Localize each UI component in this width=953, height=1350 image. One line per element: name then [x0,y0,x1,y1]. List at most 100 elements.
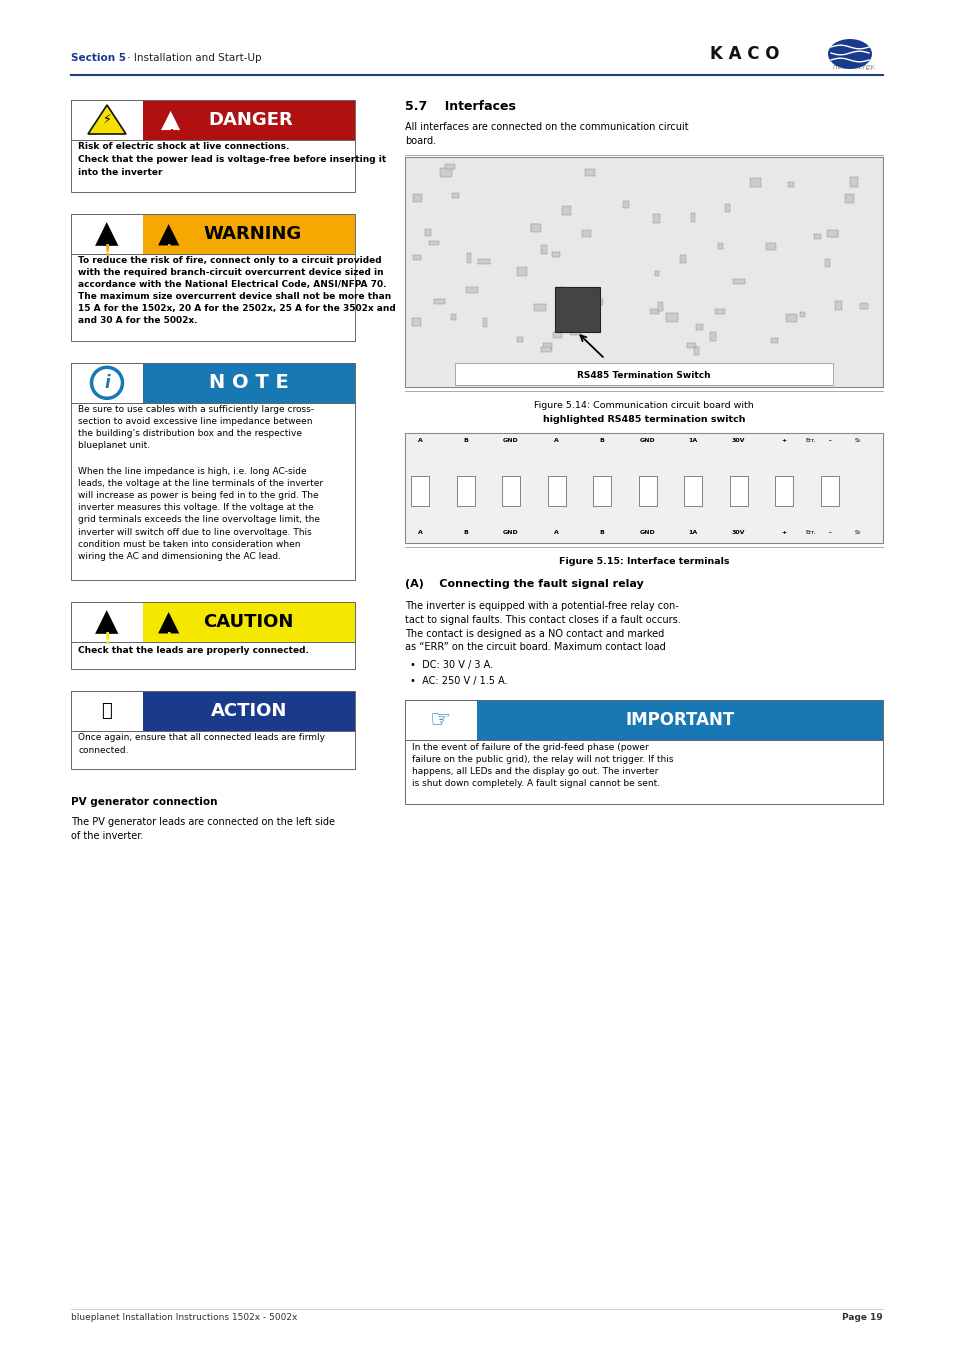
Bar [517,267,527,275]
Bar [799,312,804,317]
Text: ▲: ▲ [95,608,118,636]
Text: wiring the AC and dimensioning the AC lead.: wiring the AC and dimensioning the AC le… [78,552,281,562]
Text: ▲: ▲ [161,108,180,132]
Bar [452,193,458,198]
Text: B: B [599,531,604,536]
Bar [405,157,882,387]
Text: (A)    Connecting the fault signal relay: (A) Connecting the fault signal relay [405,579,643,589]
Text: ACTION: ACTION [211,702,287,720]
Bar [534,304,545,310]
Bar [555,288,599,332]
Text: The maximum size overcurrent device shall not be more than: The maximum size overcurrent device shal… [78,292,391,301]
Bar [654,271,659,275]
Bar [770,339,777,343]
Text: section to avoid excessive line impedance between: section to avoid excessive line impedanc… [78,417,313,427]
Text: condition must be taken into consideration when: condition must be taken into considerati… [78,540,300,549]
Text: 🔧: 🔧 [102,702,112,720]
Text: !: ! [166,630,172,645]
Text: is shut down completely. A fault signal cannot be sent.: is shut down completely. A fault signal … [412,779,659,788]
Text: ⚡: ⚡ [103,112,112,126]
Text: To reduce the risk of fire, connect only to a circuit provided: To reduce the risk of fire, connect only… [78,256,381,265]
Text: S₀: S₀ [854,531,861,536]
Bar [71,602,143,641]
Bar [860,304,867,309]
Bar [569,327,580,335]
Bar [71,100,143,140]
Bar [723,204,730,212]
Text: S₀: S₀ [854,439,861,444]
Bar [143,100,355,140]
Bar [785,315,797,321]
Text: The contact is designed as a NO contact and marked: The contact is designed as a NO contact … [405,629,663,639]
Polygon shape [88,105,126,134]
Text: B: B [462,531,468,536]
Bar [143,602,355,641]
Text: B: B [599,439,604,444]
Bar [466,288,477,293]
Bar [765,243,776,250]
Text: failure on the public grid), the relay will not trigger. If this: failure on the public grid), the relay w… [412,755,673,764]
Text: Check that the power lead is voltage-free before inserting it: Check that the power lead is voltage-fre… [78,155,386,163]
Bar [451,313,456,320]
Text: WARNING: WARNING [203,225,301,243]
Text: !: ! [103,244,111,259]
Bar [71,602,355,641]
Bar [476,701,882,740]
Bar [552,332,561,339]
Text: inverter will switch off due to line overvoltage. This: inverter will switch off due to line ove… [78,528,312,536]
Text: 1A: 1A [688,531,697,536]
Text: with the required branch-circuit overcurrent device sized in: with the required branch-circuit overcur… [78,269,383,277]
Text: +: + [781,531,786,536]
Bar [517,338,523,343]
Bar [591,300,602,305]
Text: -: - [827,531,830,536]
Text: 30V: 30V [731,531,744,536]
Text: When the line impedance is high, i.e. long AC-side: When the line impedance is high, i.e. lo… [78,467,306,475]
Text: Check that the leads are properly connected.: Check that the leads are properly connec… [78,647,309,655]
Text: !: ! [168,128,173,140]
Bar [623,201,628,208]
Text: blueplanet unit.: blueplanet unit. [78,441,150,451]
Bar [561,207,571,215]
Bar [787,182,794,186]
Bar [405,433,882,543]
Bar [412,193,422,202]
Text: ▲: ▲ [95,220,118,248]
Text: highlighted RS485 termination switch: highlighted RS485 termination switch [542,414,744,424]
Bar [749,178,760,186]
Bar [71,641,355,668]
Bar [455,363,832,385]
Bar [824,259,829,267]
Text: In the event of failure of the grid-feed phase (power: In the event of failure of the grid-feed… [412,743,648,752]
Bar [638,477,656,506]
Bar [658,301,662,310]
Text: +: + [781,439,786,444]
Text: N O T E: N O T E [209,374,289,393]
Bar [434,298,445,304]
Bar [413,255,420,261]
Bar [412,319,420,327]
Bar [543,343,552,350]
Text: connected.: connected. [78,745,129,755]
Bar [733,278,744,283]
Bar [411,477,429,506]
Text: · Installation and Start-Up: · Installation and Start-Up [124,53,261,63]
Bar [467,254,471,263]
Bar [71,402,355,579]
Bar [501,477,519,506]
Text: Once again, ensure that all connected leads are firmly: Once again, ensure that all connected le… [78,733,325,743]
Text: PV generator connection: PV generator connection [71,796,217,807]
Bar [652,213,659,224]
Bar [649,309,659,315]
Bar [71,363,143,402]
Text: will increase as power is being fed in to the grid. The: will increase as power is being fed in t… [78,491,318,500]
Text: A: A [554,531,558,536]
Text: GND: GND [639,439,655,444]
Bar [830,231,838,236]
Bar [71,254,355,340]
Text: A: A [417,439,422,444]
Bar [813,234,820,239]
Bar [444,165,455,170]
Bar [844,194,853,204]
Bar [143,691,355,730]
